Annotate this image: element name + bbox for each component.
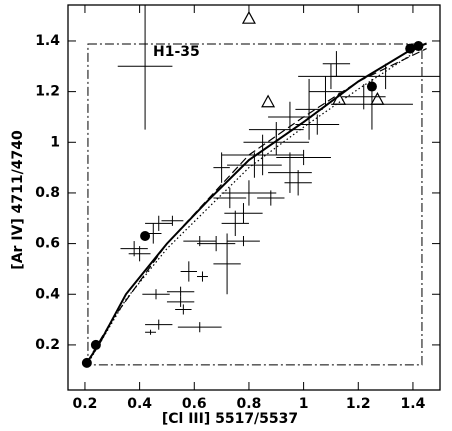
point	[241, 10, 256, 24]
point	[370, 91, 385, 105]
curve	[86, 42, 427, 364]
y-tick-label: 0.6	[35, 236, 60, 252]
annotation: H1-35	[153, 44, 200, 60]
plot-frame	[67, 4, 441, 391]
x-axis-label: [Cl III] 5517/5537	[162, 411, 298, 427]
y-axis-label: [Ar IV] 4711/4740	[10, 130, 26, 270]
y-tick-label: 0.8	[35, 185, 60, 201]
x-tick-label: 1.4	[401, 396, 426, 412]
point	[261, 94, 276, 108]
point	[140, 231, 151, 241]
y-tick-label: 0.4	[35, 286, 60, 302]
point	[405, 43, 416, 54]
x-tick-label: 1.2	[346, 396, 371, 412]
x-tick-label: 1	[299, 396, 309, 412]
curve	[86, 53, 414, 366]
point	[366, 81, 377, 92]
y-tick-label: 0.2	[35, 337, 60, 353]
x-tick-label: 0.8	[237, 396, 262, 412]
point	[90, 339, 101, 350]
frame-box	[87, 43, 423, 366]
point	[81, 357, 92, 368]
y-tick-label: 1.2	[35, 84, 60, 100]
x-tick-label: 0.4	[127, 396, 152, 412]
x-tick-label: 0.6	[182, 396, 207, 412]
y-tick-label: 1	[50, 134, 60, 150]
plot-area	[81, 5, 440, 368]
curve	[86, 48, 427, 363]
point	[413, 41, 424, 52]
point	[332, 91, 347, 105]
y-tick-label: 1.4	[35, 33, 60, 49]
x-tick-label: 0.2	[73, 396, 98, 412]
